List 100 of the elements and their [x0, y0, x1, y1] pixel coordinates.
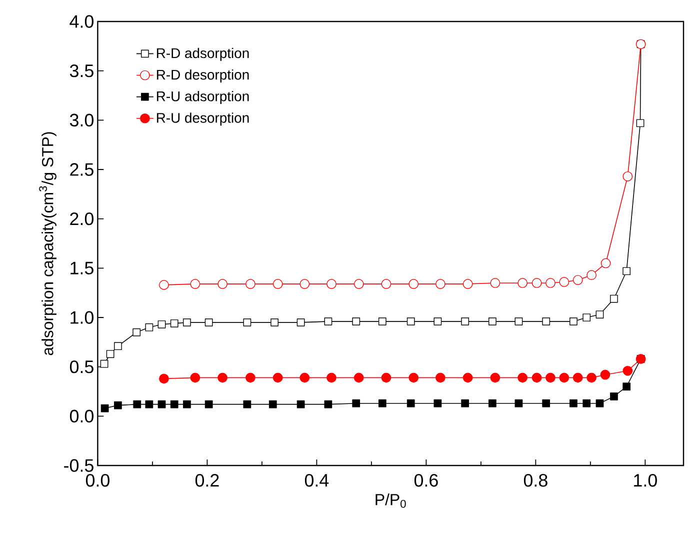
point	[622, 366, 633, 376]
point	[586, 372, 596, 383]
point	[434, 318, 442, 326]
point	[406, 318, 415, 326]
point	[488, 399, 496, 408]
point	[204, 318, 213, 326]
point	[582, 314, 591, 322]
y-tick-label: 1.5	[70, 262, 94, 274]
point	[381, 279, 392, 289]
point	[570, 399, 578, 408]
point	[272, 372, 283, 383]
y-tick-label: 0.0	[70, 410, 94, 423]
point	[596, 399, 604, 408]
point	[354, 372, 364, 383]
x-tick-label: 0.0	[86, 474, 110, 487]
point	[272, 279, 283, 289]
x-axis-title: P/P$_{0}$	[376, 494, 406, 508]
point	[246, 372, 256, 383]
point	[183, 318, 191, 326]
point	[518, 278, 528, 288]
point	[324, 318, 332, 326]
x-tick-label: 1.0	[634, 474, 657, 487]
point	[100, 360, 108, 368]
point	[622, 171, 633, 182]
y-tick-label: 0.5	[70, 360, 94, 374]
point	[462, 372, 473, 383]
point	[514, 399, 523, 408]
legend-label: R-U desorption	[156, 112, 249, 126]
point	[610, 294, 618, 303]
point	[542, 318, 550, 326]
point	[170, 319, 178, 328]
point	[218, 279, 228, 289]
point	[546, 278, 556, 288]
point	[159, 374, 169, 384]
point	[518, 372, 528, 383]
point	[114, 401, 122, 410]
point	[600, 258, 611, 268]
point	[600, 370, 610, 380]
legend-label: R-D adsorption	[156, 48, 249, 61]
point	[326, 372, 336, 383]
point	[270, 318, 278, 326]
point	[114, 342, 122, 350]
point	[461, 318, 469, 326]
point	[218, 372, 228, 383]
point	[572, 372, 583, 383]
point	[622, 267, 631, 276]
legend-label: R-U adsorption	[156, 91, 249, 104]
x-tick-label: 0.8	[524, 474, 548, 487]
y-axis-title: adsorption capacity(cm$^{3}$/g STP)	[39, 132, 56, 356]
point	[352, 399, 360, 408]
point	[532, 372, 542, 383]
point	[300, 279, 310, 289]
point	[106, 350, 114, 358]
point	[434, 399, 442, 408]
point	[514, 318, 523, 326]
point	[636, 119, 644, 128]
y-tick-label: 2.0	[70, 212, 94, 226]
point	[243, 318, 252, 326]
point	[381, 372, 392, 383]
point	[490, 372, 500, 383]
point	[204, 400, 213, 408]
point	[559, 277, 570, 287]
point	[586, 270, 596, 280]
point	[100, 404, 109, 412]
point	[435, 279, 446, 289]
point	[354, 279, 364, 289]
point	[133, 400, 142, 408]
point	[145, 323, 154, 332]
point	[488, 318, 496, 326]
point	[378, 318, 386, 326]
x-tick-label: 0.2	[195, 474, 219, 487]
point	[559, 372, 570, 383]
legend-label: R-D desorption	[156, 69, 249, 82]
y-tick-label: -0.5	[64, 459, 94, 472]
y-tick-label: 3.5	[70, 64, 94, 78]
point	[243, 400, 252, 408]
point	[145, 400, 154, 408]
y-tick-label: 4.0	[70, 15, 94, 28]
point	[408, 372, 419, 383]
point	[158, 320, 166, 328]
point	[408, 279, 419, 289]
point	[570, 318, 578, 326]
point	[622, 382, 631, 390]
point	[159, 280, 169, 290]
point	[572, 275, 583, 285]
point	[435, 372, 446, 383]
point	[246, 279, 256, 289]
point	[268, 400, 277, 408]
point	[300, 372, 310, 383]
point	[296, 318, 305, 326]
point	[170, 400, 178, 408]
point	[158, 400, 166, 408]
point	[324, 400, 332, 408]
y-tick-label: 2.5	[70, 163, 94, 176]
point	[542, 399, 550, 408]
point	[352, 318, 360, 326]
point	[183, 400, 191, 408]
point	[190, 279, 200, 289]
point	[378, 399, 386, 408]
point	[461, 399, 469, 408]
